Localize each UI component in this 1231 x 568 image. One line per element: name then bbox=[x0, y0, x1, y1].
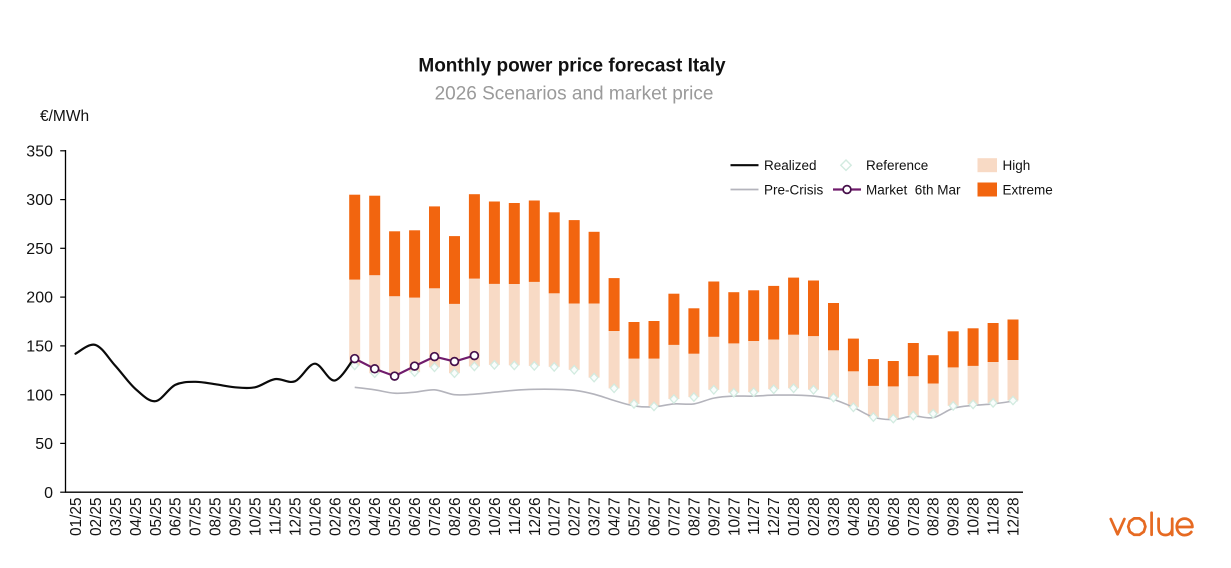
svg-text:06/28: 06/28 bbox=[886, 498, 903, 537]
svg-text:04/28: 04/28 bbox=[846, 498, 863, 537]
svg-text:200: 200 bbox=[26, 290, 53, 307]
svg-text:02/28: 02/28 bbox=[806, 498, 823, 537]
svg-text:08/26: 08/26 bbox=[447, 498, 464, 537]
svg-text:04/25: 04/25 bbox=[128, 498, 145, 537]
svg-text:12/25: 12/25 bbox=[287, 498, 304, 537]
svg-text:01/27: 01/27 bbox=[547, 498, 564, 537]
svg-text:03/27: 03/27 bbox=[587, 498, 604, 537]
svg-text:11/27: 11/27 bbox=[746, 498, 763, 535]
svg-text:07/28: 07/28 bbox=[906, 498, 923, 537]
svg-text:06/25: 06/25 bbox=[168, 498, 185, 537]
svg-text:09/26: 09/26 bbox=[467, 498, 484, 537]
svg-text:11/28: 11/28 bbox=[986, 498, 1003, 535]
svg-text:€/MWh: €/MWh bbox=[40, 108, 89, 125]
svg-text:09/28: 09/28 bbox=[946, 498, 963, 537]
svg-text:01/28: 01/28 bbox=[786, 498, 803, 537]
svg-text:01/25: 01/25 bbox=[68, 498, 85, 537]
svg-text:09/25: 09/25 bbox=[228, 498, 245, 537]
svg-text:Pre-Crisis: Pre-Crisis bbox=[764, 182, 823, 197]
svg-text:08/25: 08/25 bbox=[208, 498, 225, 537]
svg-text:250: 250 bbox=[26, 241, 53, 258]
svg-text:Realized: Realized bbox=[764, 158, 817, 173]
svg-text:11/25: 11/25 bbox=[268, 498, 285, 535]
svg-text:03/25: 03/25 bbox=[108, 498, 125, 537]
svg-text:07/25: 07/25 bbox=[188, 498, 205, 537]
svg-text:05/25: 05/25 bbox=[148, 498, 165, 537]
svg-text:High: High bbox=[1003, 158, 1031, 173]
svg-text:Monthly power price forecast I: Monthly power price forecast Italy bbox=[418, 56, 726, 77]
svg-text:12/28: 12/28 bbox=[1006, 498, 1023, 537]
svg-text:03/26: 03/26 bbox=[347, 498, 364, 537]
svg-text:04/26: 04/26 bbox=[367, 498, 384, 537]
svg-text:05/27: 05/27 bbox=[627, 498, 644, 537]
svg-text:150: 150 bbox=[26, 339, 53, 356]
svg-text:10/27: 10/27 bbox=[726, 498, 743, 537]
svg-text:02/26: 02/26 bbox=[327, 498, 344, 537]
svg-text:300: 300 bbox=[26, 192, 53, 209]
svg-text:06/26: 06/26 bbox=[407, 498, 424, 537]
svg-text:01/26: 01/26 bbox=[307, 498, 324, 537]
svg-text:02/25: 02/25 bbox=[88, 498, 105, 537]
svg-text:Extreme: Extreme bbox=[1003, 182, 1053, 197]
svg-text:100: 100 bbox=[26, 387, 53, 404]
svg-text:03/28: 03/28 bbox=[826, 498, 843, 537]
svg-text:12/26: 12/26 bbox=[527, 498, 544, 537]
svg-text:Reference: Reference bbox=[866, 158, 928, 173]
svg-text:350: 350 bbox=[26, 143, 53, 160]
svg-text:11/26: 11/26 bbox=[507, 498, 524, 535]
svg-text:10/28: 10/28 bbox=[966, 498, 983, 537]
svg-text:08/27: 08/27 bbox=[686, 498, 703, 537]
svg-text:10/26: 10/26 bbox=[487, 498, 504, 537]
svg-text:12/27: 12/27 bbox=[766, 498, 783, 537]
svg-text:Market 6th Mar: Market 6th Mar bbox=[866, 182, 961, 197]
svg-text:05/28: 05/28 bbox=[866, 498, 883, 537]
svg-text:10/25: 10/25 bbox=[248, 498, 265, 537]
svg-text:50: 50 bbox=[35, 436, 53, 453]
svg-text:08/28: 08/28 bbox=[926, 498, 943, 537]
svg-text:05/26: 05/26 bbox=[387, 498, 404, 537]
svg-text:06/27: 06/27 bbox=[647, 498, 664, 537]
svg-text:04/27: 04/27 bbox=[607, 498, 624, 537]
svg-text:09/27: 09/27 bbox=[706, 498, 723, 537]
svg-text:2026 Scenarios and market pric: 2026 Scenarios and market price bbox=[435, 84, 714, 105]
svg-text:07/26: 07/26 bbox=[427, 498, 444, 537]
svg-text:07/27: 07/27 bbox=[666, 498, 683, 537]
svg-text:0: 0 bbox=[44, 485, 53, 502]
svg-text:02/27: 02/27 bbox=[567, 498, 584, 537]
